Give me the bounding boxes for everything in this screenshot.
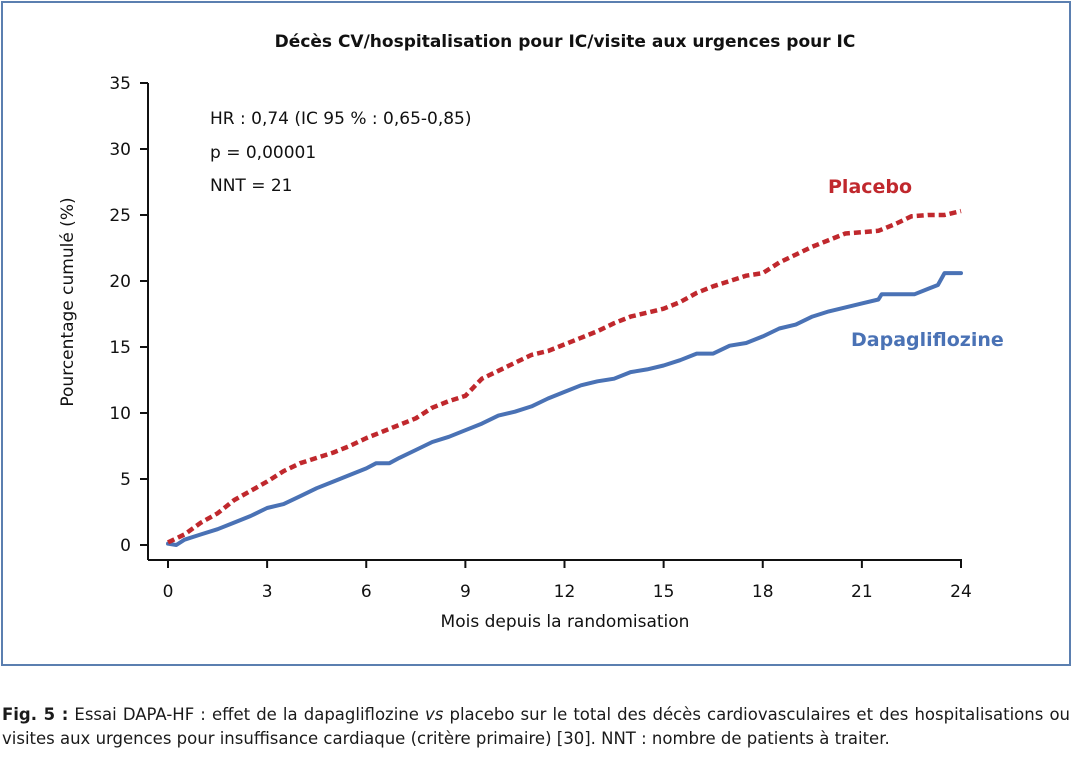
y-tick-label: 30	[109, 140, 131, 160]
dapagliflozine-label: Dapagliflozine	[851, 329, 1004, 351]
x-tick-label: 6	[361, 582, 372, 602]
placebo-label: Placebo	[828, 176, 912, 198]
y-tick-label: 5	[120, 470, 131, 490]
y-tick-label: 20	[109, 272, 131, 292]
chart: Décès CV/hospitalisation pour IC/visite …	[58, 32, 1004, 632]
x-tick-label: 9	[460, 582, 471, 602]
x-tick-label: 0	[163, 582, 174, 602]
dapagliflozine-line	[166, 271, 963, 547]
y-tick-label: 10	[109, 404, 131, 424]
caption-text-1: Essai DAPA-HF : effet de la dapagliflozi…	[68, 705, 425, 724]
y-tick-label: 25	[109, 206, 131, 226]
axes: 0 5 10 15 20 25 30 35 0 3 6 9 12 15 18 21 24	[109, 74, 971, 602]
series-layer	[166, 208, 963, 547]
nnt-annotation: NNT = 21	[210, 176, 293, 196]
x-tick-label: 12	[554, 582, 576, 602]
x-axis-label: Mois depuis la randomisation	[441, 612, 690, 632]
placebo-line	[167, 208, 962, 545]
p-value-annotation: p = 0,00001	[210, 143, 316, 163]
y-tick-label: 15	[109, 338, 131, 358]
x-tick-label: 24	[950, 582, 972, 602]
figure-frame	[1, 1, 1071, 666]
caption-text-2: placebo sur le total des décès cardiovas…	[2, 705, 1070, 748]
y-tick-label: 0	[120, 536, 131, 556]
caption-vs: vs	[425, 705, 444, 724]
x-tick-label: 18	[752, 582, 774, 602]
x-tick-label: 21	[851, 582, 873, 602]
chart-title: Décès CV/hospitalisation pour IC/visite …	[275, 32, 856, 52]
y-tick-label: 35	[109, 74, 131, 94]
figure-caption: Fig. 5 : Essai DAPA-HF : effet de la dap…	[2, 703, 1070, 772]
x-tick-label: 15	[653, 582, 675, 602]
hazard-ratio-annotation: HR : 0,74 (IC 95 % : 0,65-0,85)	[210, 109, 472, 129]
x-tick-label: 3	[262, 582, 273, 602]
caption-figure-label: Fig. 5 :	[2, 705, 69, 724]
y-axis-label: Pourcentage cumulé (%)	[58, 197, 78, 406]
